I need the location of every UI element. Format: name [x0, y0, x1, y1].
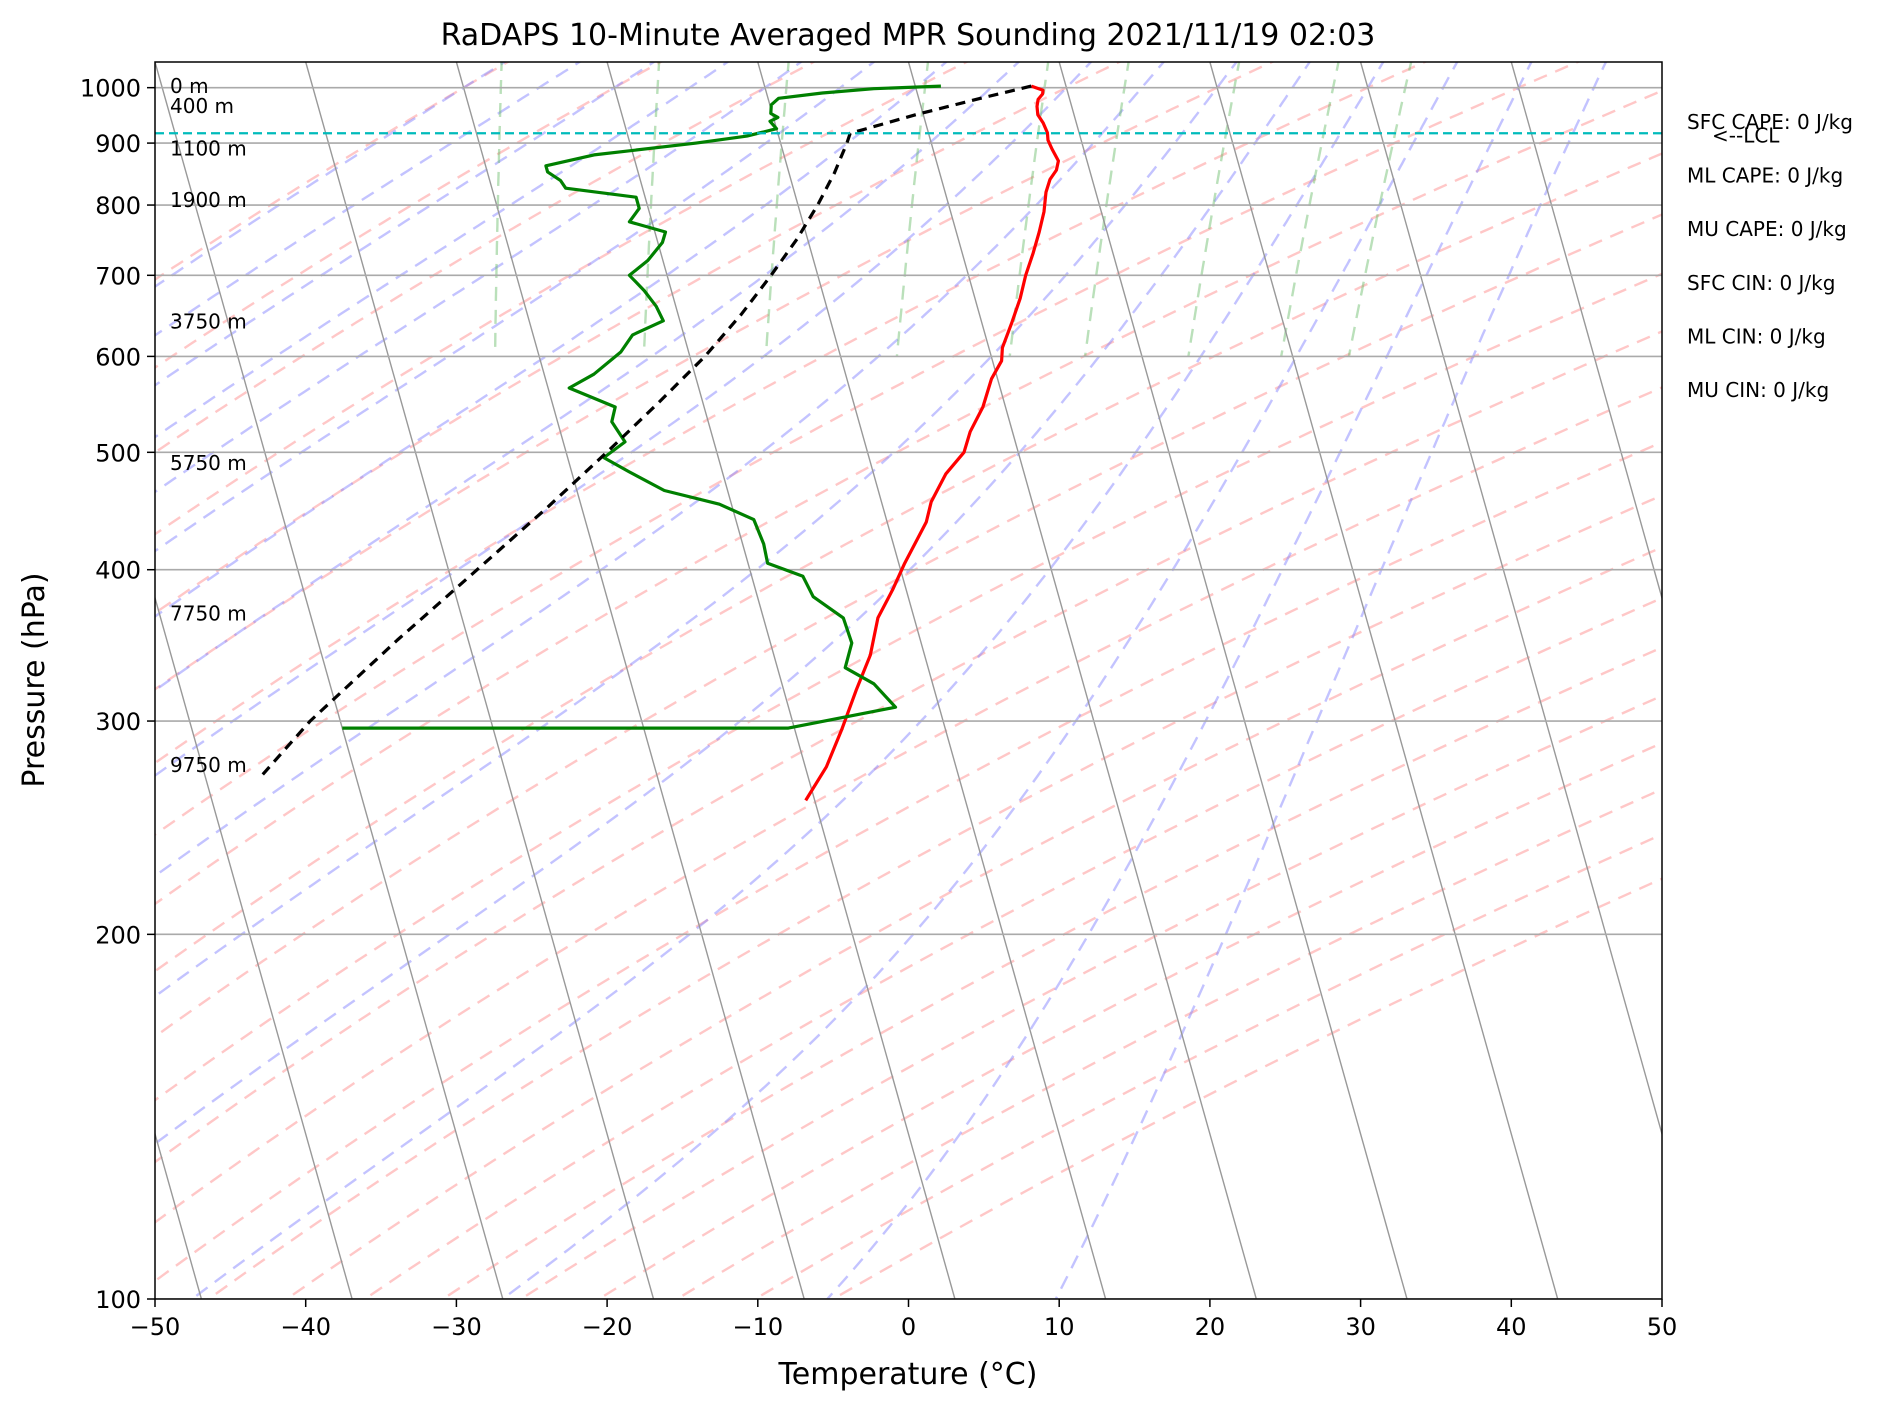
y-axis-label: Pressure (hPa): [17, 572, 52, 787]
x-tick-label: −10: [732, 1313, 783, 1341]
x-tick-label: −40: [280, 1313, 331, 1341]
y-tick-label: 300: [95, 708, 141, 736]
index-text: MU CAPE: 0 J/kg: [1687, 217, 1847, 241]
x-axis-label: Temperature (°C): [778, 1357, 1038, 1392]
index-text: ML CIN: 0 J/kg: [1687, 324, 1826, 348]
y-tick-label: 600: [95, 343, 141, 371]
x-tick-label: 10: [1044, 1313, 1075, 1341]
y-tick-label: 700: [95, 262, 141, 290]
x-tick-label: −30: [431, 1313, 482, 1341]
height-label: 9750 m: [170, 753, 247, 777]
y-tick-label: 900: [95, 130, 141, 158]
chart-title: RaDAPS 10-Minute Averaged MPR Sounding 2…: [441, 18, 1376, 53]
height-label: 5750 m: [170, 451, 247, 475]
y-tick-label: 100: [95, 1286, 141, 1314]
y-tick-label: 200: [95, 921, 141, 949]
x-tick-label: 40: [1496, 1313, 1527, 1341]
y-tick-label: 1000: [80, 75, 141, 103]
x-tick-label: 0: [901, 1313, 916, 1341]
y-tick-label: 400: [95, 557, 141, 585]
index-text: SFC CIN: 0 J/kg: [1687, 271, 1835, 295]
height-label: 1100 m: [170, 136, 247, 160]
x-tick-label: 30: [1345, 1313, 1376, 1341]
x-tick-label: 50: [1647, 1313, 1678, 1341]
y-tick-label: 800: [95, 192, 141, 220]
x-tick-label: −50: [130, 1313, 181, 1341]
index-text: SFC CAPE: 0 J/kg: [1687, 110, 1853, 134]
x-tick-label: 20: [1195, 1313, 1226, 1341]
y-tick-label: 500: [95, 439, 141, 467]
height-label: 1900 m: [170, 188, 247, 212]
height-label: 0 m: [170, 74, 209, 98]
index-text: ML CAPE: 0 J/kg: [1687, 164, 1843, 188]
x-tick-label: −20: [582, 1313, 633, 1341]
height-label: 3750 m: [170, 310, 247, 334]
index-text: MU CIN: 0 J/kg: [1687, 378, 1829, 402]
height-label: 7750 m: [170, 602, 247, 626]
